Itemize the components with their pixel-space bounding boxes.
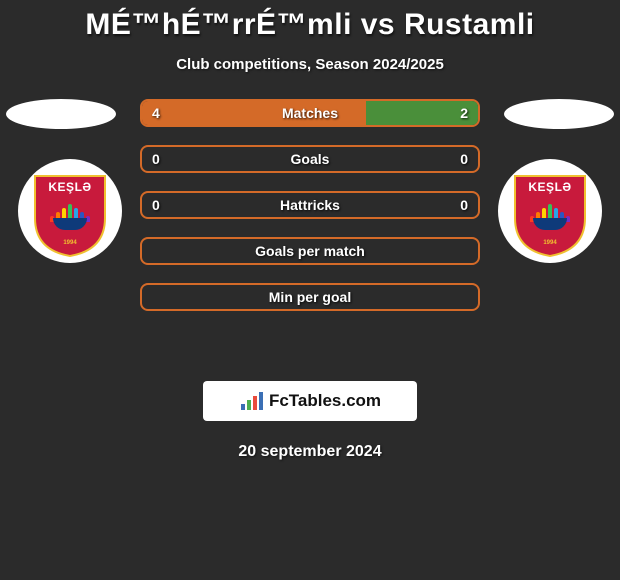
brand-logo[interactable]: FcTables.com	[203, 381, 417, 421]
stat-bars: 42Matches 00Goals 00Hattricks Goals per mat…	[140, 99, 480, 329]
subtitle: Club competitions, Season 2024/2025	[0, 56, 620, 73]
stat-label: Min per goal	[142, 289, 478, 305]
brand-bars-icon	[239, 390, 267, 412]
stat-label: Goals	[142, 151, 478, 167]
stat-row-goals: 00Goals	[140, 145, 480, 173]
stat-row-matches: 42Matches	[140, 99, 480, 127]
club-year-right: 1994	[543, 240, 556, 246]
brand-text: FcTables.com	[269, 391, 381, 411]
club-name-left: KEŞLƏ	[31, 180, 109, 194]
club-badge-left: KEŞLƏ 1994	[18, 159, 122, 263]
player-photo-left	[6, 99, 116, 129]
comparison-body: KEŞLƏ 1994 KEŞLƏ 1994 42Matches00Goals00…	[0, 111, 620, 371]
player-photo-right	[504, 99, 614, 129]
stat-label: Goals per match	[142, 243, 478, 259]
stat-row-goals-per-match: Goals per match	[140, 237, 480, 265]
date-label: 20 september 2024	[0, 443, 620, 461]
club-year-left: 1994	[63, 240, 76, 246]
club-shield-left: KEŞLƏ 1994	[31, 170, 109, 252]
stat-row-min-per-goal: Min per goal	[140, 283, 480, 311]
club-name-right: KEŞLƏ	[511, 180, 589, 194]
club-badge-right: KEŞLƏ 1994	[498, 159, 602, 263]
club-shield-right: KEŞLƏ 1994	[511, 170, 589, 252]
comparison-card: MÉ™hÉ™rrÉ™mli vs Rustamli Club competiti…	[0, 0, 620, 461]
stat-label: Matches	[142, 105, 478, 121]
stat-row-hattricks: 00Hattricks	[140, 191, 480, 219]
page-title: MÉ™hÉ™rrÉ™mli vs Rustamli	[0, 0, 620, 42]
stat-label: Hattricks	[142, 197, 478, 213]
